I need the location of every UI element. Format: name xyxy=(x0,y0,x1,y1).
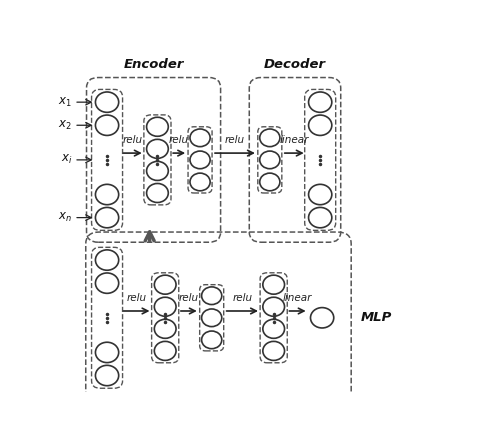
Text: relu: relu xyxy=(179,292,199,303)
Text: linear: linear xyxy=(280,135,309,145)
Text: MLP: MLP xyxy=(361,311,392,324)
Circle shape xyxy=(190,173,210,191)
Text: $x_n$: $x_n$ xyxy=(58,211,72,224)
Circle shape xyxy=(263,341,284,360)
Circle shape xyxy=(96,115,118,135)
Circle shape xyxy=(96,207,118,228)
Text: relu: relu xyxy=(232,292,252,303)
Circle shape xyxy=(260,151,280,169)
Circle shape xyxy=(308,207,332,228)
Circle shape xyxy=(154,341,176,360)
Circle shape xyxy=(263,297,284,316)
Circle shape xyxy=(96,342,118,363)
Text: relu: relu xyxy=(122,135,142,145)
Text: relu: relu xyxy=(225,135,245,145)
Text: Encoder: Encoder xyxy=(124,58,184,71)
Circle shape xyxy=(154,319,176,338)
Circle shape xyxy=(146,117,169,136)
Text: Decoder: Decoder xyxy=(264,58,326,71)
Circle shape xyxy=(308,115,332,135)
Circle shape xyxy=(96,92,118,112)
Circle shape xyxy=(146,183,169,202)
Circle shape xyxy=(202,287,222,305)
Circle shape xyxy=(154,275,176,294)
Circle shape xyxy=(96,250,118,270)
Circle shape xyxy=(263,275,284,294)
Circle shape xyxy=(96,365,118,386)
Circle shape xyxy=(202,331,222,349)
Text: relu: relu xyxy=(169,135,189,145)
Circle shape xyxy=(310,308,334,328)
Circle shape xyxy=(96,184,118,205)
Circle shape xyxy=(190,129,210,147)
Text: $x_1$: $x_1$ xyxy=(58,96,72,109)
Circle shape xyxy=(146,161,169,180)
Circle shape xyxy=(96,273,118,293)
Text: linear: linear xyxy=(283,292,312,303)
Circle shape xyxy=(260,173,280,191)
Text: relu: relu xyxy=(126,292,146,303)
Circle shape xyxy=(260,129,280,147)
Circle shape xyxy=(308,92,332,112)
Circle shape xyxy=(146,139,169,158)
Circle shape xyxy=(308,184,332,205)
Circle shape xyxy=(190,151,210,169)
Circle shape xyxy=(263,319,284,338)
Text: $x_2$: $x_2$ xyxy=(58,119,72,132)
Text: $x_i$: $x_i$ xyxy=(60,153,72,166)
Circle shape xyxy=(202,309,222,327)
Circle shape xyxy=(154,297,176,316)
